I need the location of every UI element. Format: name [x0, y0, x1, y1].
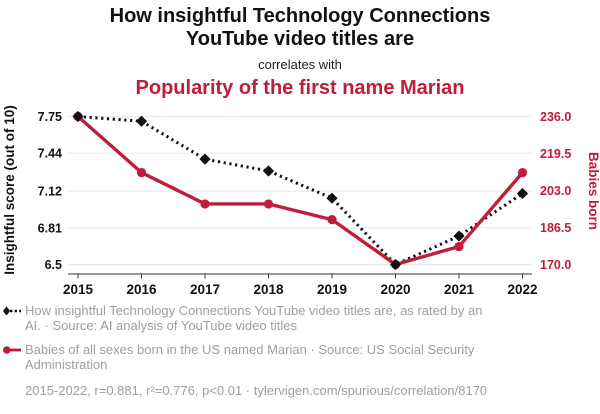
footer-stats: 2015-2022, r=0.881, r²=0.776, p<0.01 · t…	[25, 383, 488, 398]
svg-text:7.12: 7.12	[38, 185, 62, 199]
svg-text:2022: 2022	[507, 282, 537, 297]
title-line-1: How insightful Technology Connections	[109, 5, 491, 27]
svg-text:2021: 2021	[444, 282, 475, 297]
svg-text:6.81: 6.81	[38, 221, 62, 235]
chart-header: How insightful Technology Connections Yo…	[0, 5, 600, 99]
svg-text:2017: 2017	[190, 282, 220, 297]
svg-text:203.0: 203.0	[540, 184, 571, 198]
svg-text:2016: 2016	[126, 282, 157, 297]
series-markers-insightful	[72, 110, 529, 271]
svg-text:7.44: 7.44	[38, 147, 62, 161]
title-line-2: YouTube video titles are	[185, 28, 415, 50]
gridlines	[68, 115, 532, 266]
svg-text:2018: 2018	[253, 282, 284, 297]
correlates-with-label: correlates with	[258, 57, 342, 72]
subtitle: Popularity of the first name Marian	[135, 77, 465, 99]
left-axis-title: Insightful score (out of 10)	[2, 105, 17, 275]
red-circle-solid-line-icon	[3, 346, 21, 354]
legend-label-insightful: How insightful Technology Connections Yo…	[25, 303, 483, 333]
chart-plot: 7.75 7.44 7.12 6.81 6.5 236.0 219.5 203.0 186.5 1…	[2, 105, 600, 297]
svg-text:236.0: 236.0	[540, 110, 571, 124]
legend-item-marian: Babies of all sexes born in the US named…	[3, 342, 597, 372]
svg-text:2019: 2019	[317, 282, 347, 297]
black-diamond-dotted-line-icon	[3, 306, 21, 316]
legend-label-marian: Babies of all sexes born in the US named…	[25, 342, 475, 372]
x-axis	[68, 273, 532, 279]
legend: How insightful Technology Connections Yo…	[3, 303, 597, 398]
series-line-marian	[76, 115, 524, 267]
svg-text:170.0: 170.0	[540, 258, 571, 272]
svg-text:2020: 2020	[380, 282, 410, 297]
svg-text:219.5: 219.5	[540, 147, 571, 161]
legend-item-insightful: How insightful Technology Connections Yo…	[3, 303, 597, 333]
right-axis-title: Babies born	[586, 152, 600, 230]
series-line-insightful	[77, 115, 524, 267]
left-axis-tick-labels: 7.75 7.44 7.12 6.81 6.5	[38, 110, 62, 272]
svg-text:186.5: 186.5	[540, 221, 571, 235]
svg-text:7.75: 7.75	[38, 110, 62, 124]
right-axis-tick-labels: 236.0 219.5 203.0 186.5 170.0	[540, 110, 571, 272]
x-axis-tick-labels: 2015 2016 2017 2018 2019 2020 2021 2022	[63, 282, 538, 297]
svg-text:6.5: 6.5	[45, 258, 62, 272]
svg-text:2015: 2015	[63, 282, 94, 297]
